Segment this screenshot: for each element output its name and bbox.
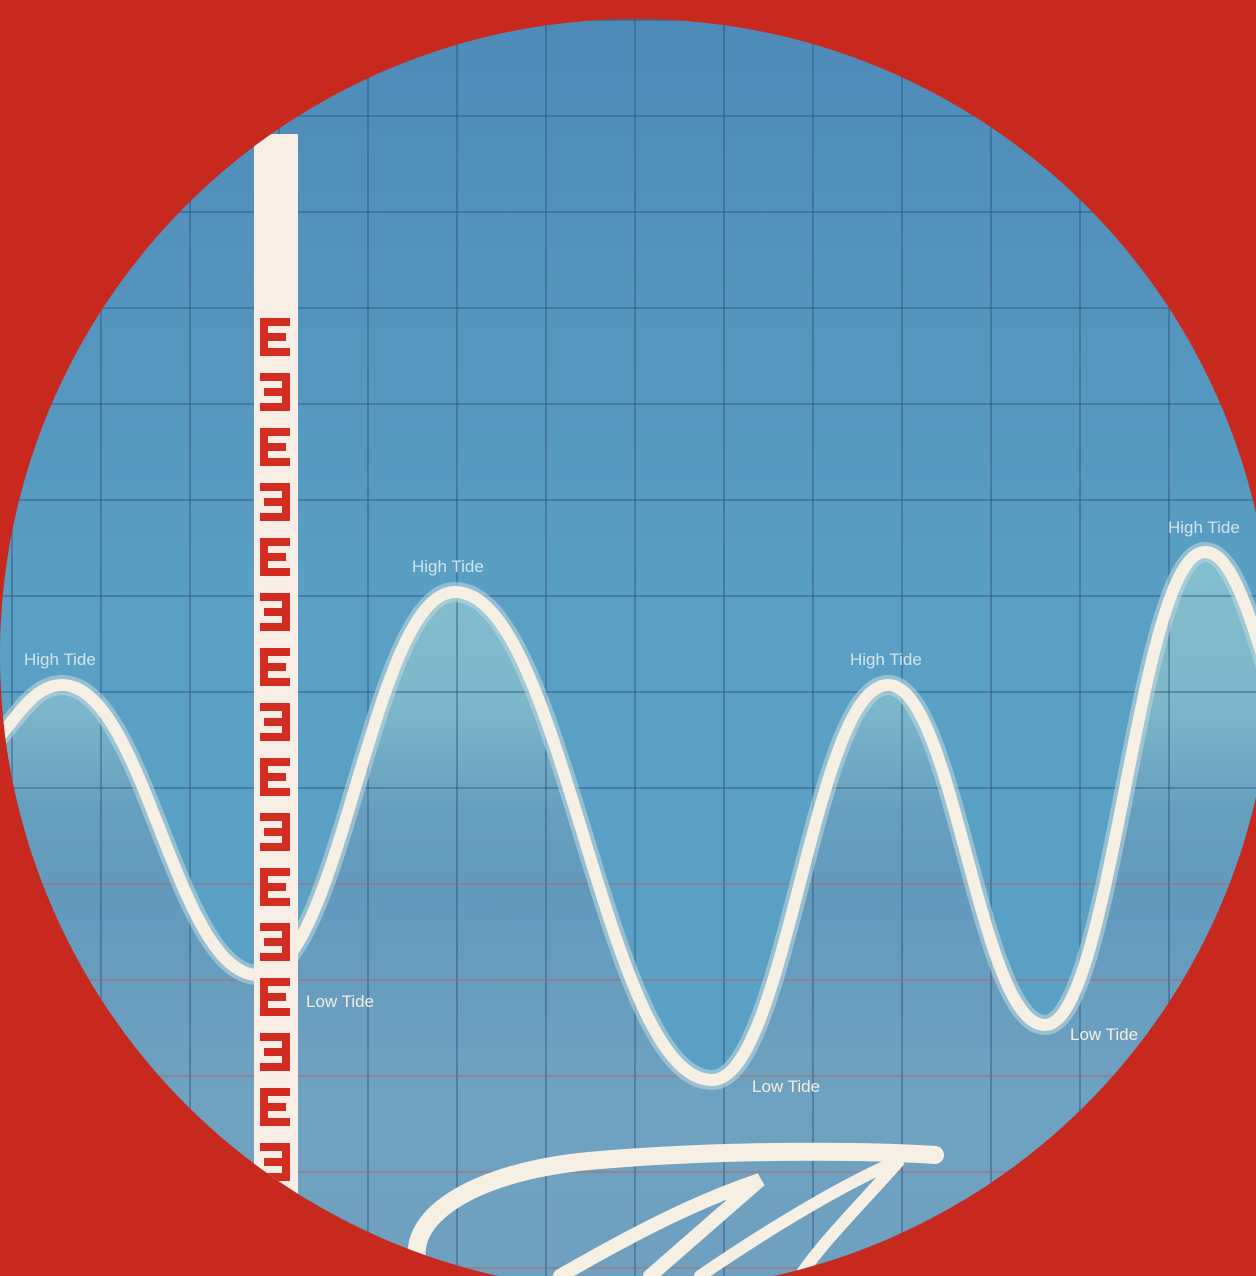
ruler-mark: [260, 593, 290, 631]
ruler-mark: [260, 373, 290, 411]
tide-curve: [0, 545, 1256, 1087]
high-tide-label: High Tide: [412, 557, 484, 576]
ruler-mark: [260, 978, 290, 1016]
ruler-mark: [260, 483, 290, 521]
high-tide-label: High Tide: [24, 650, 96, 669]
tide-gauge-ruler-icon: [254, 134, 298, 1276]
high-tide-label: High Tide: [850, 650, 922, 669]
ruler-mark: [260, 538, 290, 576]
ruler-mark: [260, 923, 290, 961]
ruler-mark: [260, 703, 290, 741]
ruler-mark: [260, 648, 290, 686]
high-tide-label: High Tide: [1168, 518, 1240, 537]
ruler-mark: [260, 868, 290, 906]
tide-labels: High Tide Low Tide High Tide Low Tide High T…: [24, 518, 1240, 1096]
ruler-mark: [260, 1033, 290, 1071]
ruler-mark: [260, 1143, 290, 1181]
trough-highlight: [0, 552, 1256, 1276]
ruler-mark: [260, 318, 290, 356]
ruler-mark: [260, 1088, 290, 1126]
ruler-mark: [260, 813, 290, 851]
low-tide-label: Low Tide: [752, 1077, 820, 1096]
low-tide-label: Low Tide: [306, 992, 374, 1011]
low-tide-label: Low Tide: [1070, 1025, 1138, 1044]
ruler-mark: [260, 428, 290, 466]
ruler-mark: [260, 758, 290, 796]
